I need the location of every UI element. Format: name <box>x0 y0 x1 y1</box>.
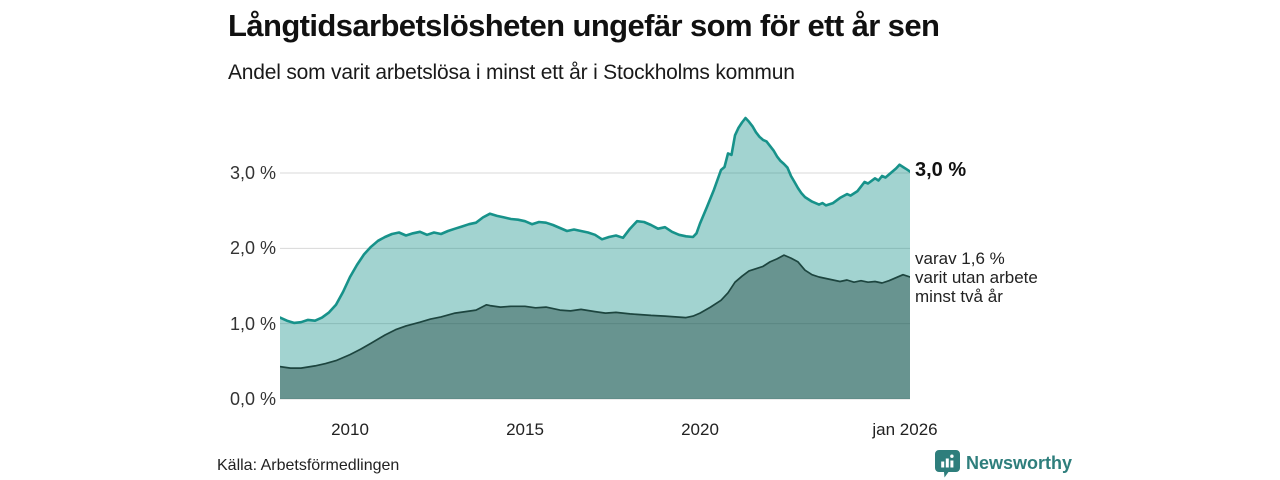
y-axis-label-1: 1,0 % <box>229 314 276 334</box>
series1-end-value-label: 3,0 % <box>915 159 967 181</box>
newsworthy-wordmark: Newsworthy <box>966 453 1073 473</box>
y-axis-label-2: 2,0 % <box>229 238 276 258</box>
area-fill <box>280 255 910 399</box>
series2-end-value-label: varav 1,6 % varit utan arbete minst två … <box>915 249 1038 306</box>
chart-title: Långtidsarbetslösheten ungefär som för e… <box>228 8 940 43</box>
source-attribution: Källa: Arbetsförmedlingen <box>217 457 400 474</box>
area-chart <box>280 116 910 400</box>
x-axis-label-2015: 2015 <box>506 420 544 439</box>
newsworthy-bar-chart-bubble-icon <box>935 450 960 478</box>
series2-end-label-line2: varit utan arbete <box>915 268 1038 287</box>
area-fill <box>280 118 910 399</box>
series2-end-label-line1: varav 1,6 % <box>915 249 1005 268</box>
series2-end-label-line3: minst två år <box>915 287 1003 306</box>
y-axis-label-0: 0,0 % <box>229 389 276 409</box>
chart-subtitle: Andel som varit arbetslösa i minst ett å… <box>228 61 795 84</box>
series-line <box>280 254 910 369</box>
x-axis-label-2010: 2010 <box>331 420 369 439</box>
series-line <box>280 116 910 325</box>
x-axis-label-jan2026: jan 2026 <box>872 420 938 439</box>
x-axis-label-2020: 2020 <box>681 420 719 439</box>
y-axis-label-3: 3,0 % <box>229 163 276 183</box>
